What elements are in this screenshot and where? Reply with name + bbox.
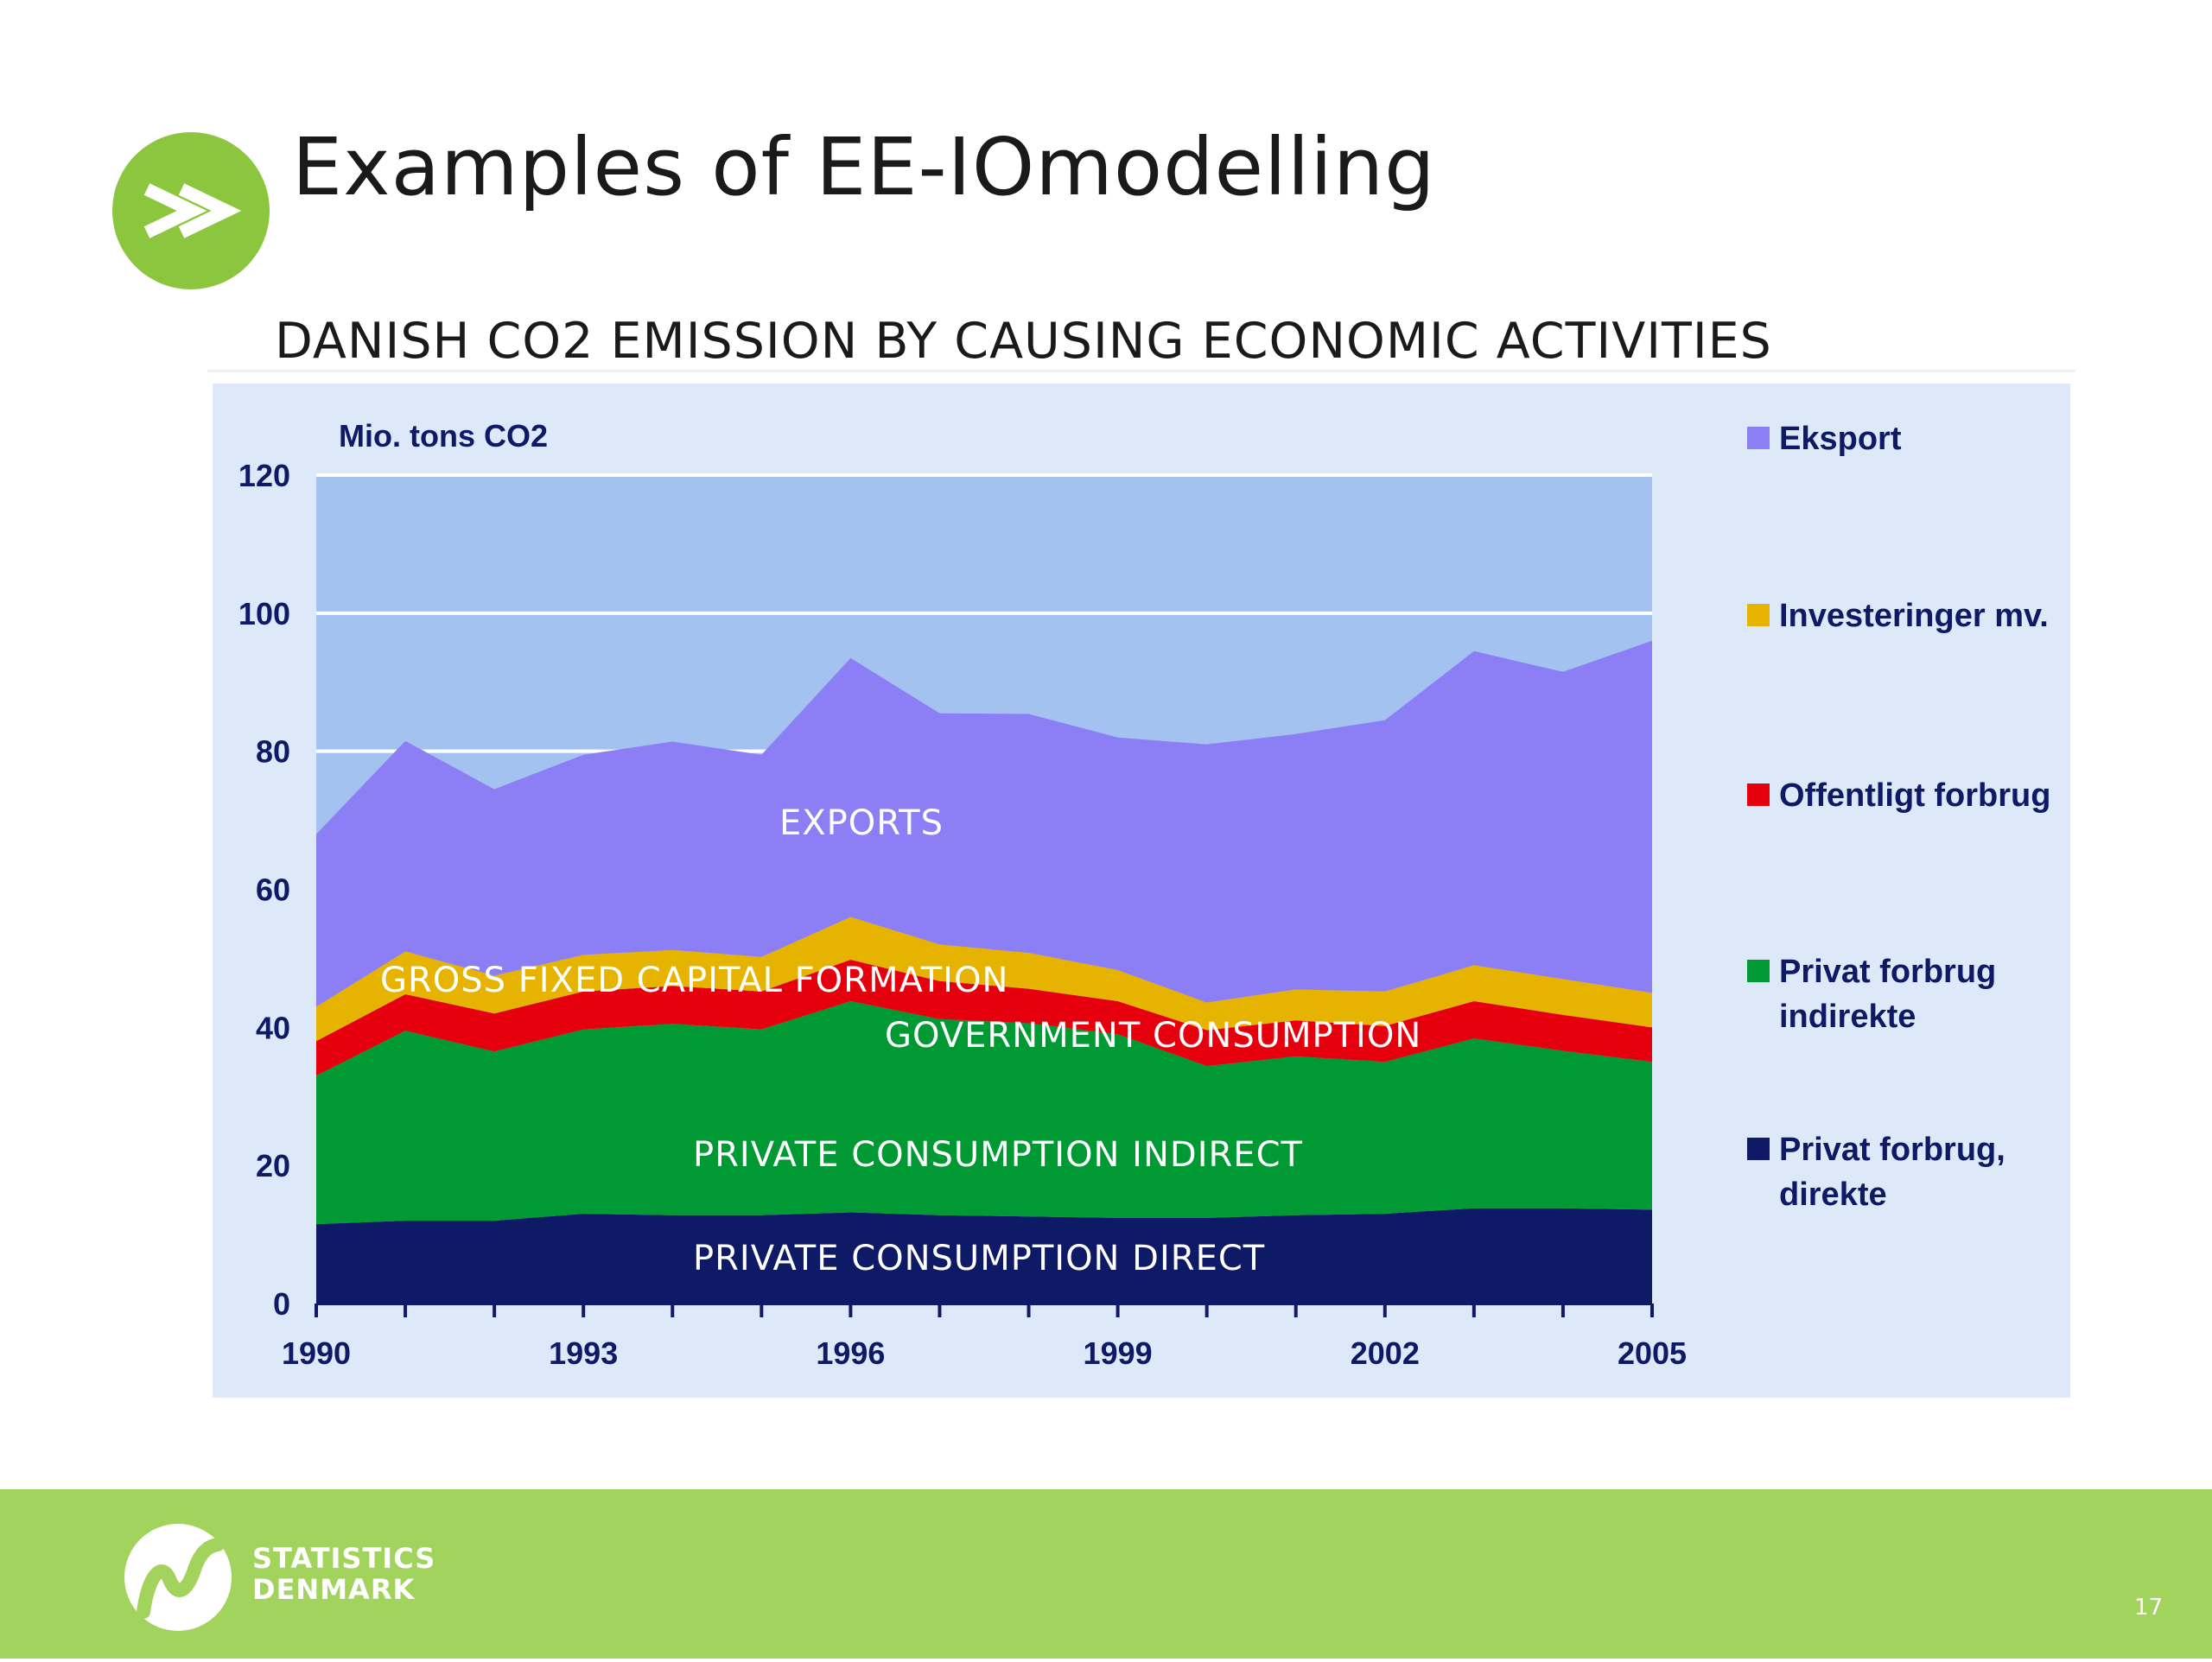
legend-label: indirekte (1779, 999, 1916, 1035)
x-tick-label: 1999 (1084, 1335, 1153, 1371)
y-tick-label: 0 (273, 1286, 290, 1322)
y-tick-label: 80 (256, 734, 290, 770)
y-tick-label: 20 (256, 1148, 290, 1183)
legend-label: Offentligt forbrug (1779, 777, 2050, 814)
area-series (316, 917, 1652, 1042)
legend-swatch (1747, 1138, 1770, 1160)
legend-label: Privat forbrug (1779, 954, 1996, 990)
chart-subtitle: DANISH CO2 EMISSION BY CAUSING ECONOMIC … (275, 313, 1772, 370)
y-tick-label: 60 (256, 872, 290, 908)
x-tick-label: 1990 (282, 1335, 351, 1371)
double-chevron-right-icon (143, 183, 242, 238)
area-series (316, 960, 1652, 1076)
x-tick-label: 1996 (816, 1335, 885, 1371)
y-tick-label: 120 (238, 458, 290, 493)
slide-title: Examples of EE-IOmodelling (292, 121, 1436, 213)
x-tick-label: 2005 (1618, 1335, 1687, 1371)
area-series (316, 640, 1652, 1007)
legend-swatch (1747, 604, 1770, 626)
series-overlay-label: GOVERNMENT CONSUMPTION (885, 1016, 1421, 1056)
legend-swatch (1747, 783, 1770, 806)
separator-line (207, 370, 2075, 372)
x-tick-label: 2002 (1351, 1335, 1420, 1371)
y-axis-unit-label: Mio. tons CO2 (339, 418, 548, 454)
legend-label: Investeringer mv. (1779, 598, 2049, 634)
legend-swatch (1747, 427, 1770, 449)
area-series (316, 1208, 1652, 1304)
footer-brand: STATISTICS DENMARK (252, 1543, 435, 1605)
footer-bar (0, 1489, 2212, 1659)
bullet-circle (112, 132, 270, 289)
x-tick-label: 1993 (549, 1335, 618, 1371)
statistics-denmark-logo-icon (124, 1524, 232, 1631)
legend-label: Privat forbrug, (1779, 1132, 2005, 1168)
series-overlay-label: PRIVATE CONSUMPTION DIRECT (693, 1239, 1265, 1278)
legend-label: Eksport (1779, 421, 1902, 457)
brand-line-1: STATISTICS (252, 1542, 436, 1575)
legend-swatch (1747, 960, 1770, 982)
series-overlay-label: EXPORTS (779, 803, 944, 843)
page-number: 17 (2134, 1595, 2164, 1621)
y-tick-label: 100 (238, 596, 290, 631)
legend-label: direkte (1779, 1177, 1887, 1213)
y-tick-label: 40 (256, 1010, 290, 1045)
area-series (316, 1001, 1652, 1225)
series-overlay-label: PRIVATE CONSUMPTION INDIRECT (693, 1135, 1303, 1175)
series-overlay-label: GROSS FIXED CAPITAL FORMATION (380, 961, 1008, 1000)
brand-line-2: DENMARK (252, 1573, 416, 1606)
